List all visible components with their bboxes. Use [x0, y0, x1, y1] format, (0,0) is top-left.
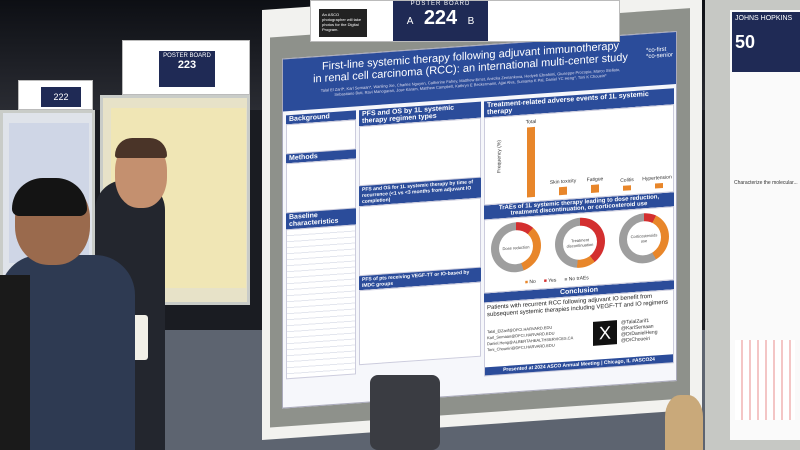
- heatmap-figure: [735, 340, 795, 420]
- bar-label: Skin toxicity: [549, 178, 577, 186]
- km-curves-3: [359, 281, 481, 366]
- km-curves-2: [359, 197, 481, 277]
- survival-column: PFS and OS by 1L systemic therapy regime…: [359, 101, 481, 391]
- main-sign: An ASCO photographer will take photos fo…: [310, 0, 620, 42]
- baseline-table: [286, 224, 356, 380]
- right-poster: JOHNS HOPKINS 50 Characterize the molecu…: [730, 10, 800, 440]
- bar-hypertension: [655, 182, 663, 189]
- bar-total: [527, 126, 535, 198]
- photo-note: An ASCO photographer will take photos fo…: [319, 9, 367, 37]
- bar-label: Colitis: [620, 177, 634, 184]
- bar-skin: [559, 186, 567, 196]
- bar-axis-label: Frequency (%): [496, 139, 503, 174]
- chair: [370, 375, 440, 450]
- bar-fatigue: [591, 184, 599, 193]
- board-number-box: POSTER BOARD 223: [159, 51, 215, 87]
- board-number-box: POSTER BOARD A 224 B: [393, 1, 488, 41]
- jhu-logo: JOHNS HOPKINS: [735, 15, 793, 22]
- conclusion-panel: Patients with recurrent RCC following ad…: [484, 289, 674, 377]
- poster-felt-panel: First-line systemic therapy following ad…: [270, 8, 690, 428]
- side-b: B: [467, 16, 475, 27]
- side-a: A: [406, 16, 414, 27]
- hair: [12, 178, 87, 216]
- km-curves-1: [359, 117, 481, 187]
- board-label: POSTER BOARD: [410, 1, 471, 7]
- jhu-header: JOHNS HOPKINS 50: [732, 12, 800, 72]
- bar-label: Total: [525, 118, 537, 126]
- poster-footer: Presented at 2024 ASCO Annual Meeting | …: [485, 354, 673, 376]
- main-poster-board: First-line systemic therapy following ad…: [262, 0, 702, 440]
- backpack: [0, 275, 30, 450]
- right-poster-text: Characterize the molecular...: [734, 180, 798, 186]
- donut-dose-reduction: Dose reduction: [491, 220, 541, 274]
- far-left-sign: 222: [18, 80, 93, 110]
- donut-charts: Dose reduction Treatment discontinuation…: [484, 206, 674, 294]
- board-number: 223: [177, 59, 197, 71]
- right-poster-board: JOHNS HOPKINS 50 Characterize the molecu…: [705, 0, 800, 450]
- research-poster: First-line systemic therapy following ad…: [282, 30, 677, 409]
- donut-treatment-discontinuation: Treatment discontinuation: [555, 216, 605, 270]
- bar-label: Hypertension: [642, 174, 672, 183]
- left-sign: POSTER BOARD 223: [122, 40, 250, 95]
- results-column: Treatment-related adverse events of 1L s…: [484, 88, 674, 391]
- bar-colitis: [623, 185, 631, 191]
- donut-legend: ■ No ■ Yes ■ No trAEs: [525, 275, 589, 286]
- board-number: 224: [423, 7, 458, 29]
- anniversary-badge: 50: [735, 32, 756, 52]
- poster-tube: [665, 395, 703, 450]
- donut-corticosteroids: Corticosteroids use: [619, 211, 669, 266]
- board-label: POSTER BOARD: [163, 53, 211, 59]
- handle: @DrChoueiri: [621, 335, 650, 344]
- hair: [115, 138, 167, 158]
- board-number: 222: [41, 87, 81, 107]
- left-column: Background Methods Baseline characterist…: [286, 110, 356, 395]
- bar-label: Fatigue: [586, 176, 604, 184]
- co-senior-note: *co-senior: [645, 52, 673, 61]
- x-logo-icon: X: [593, 320, 617, 346]
- trae-bar-chart: Frequency (%) Total Skin toxicity Fatigu…: [484, 104, 674, 206]
